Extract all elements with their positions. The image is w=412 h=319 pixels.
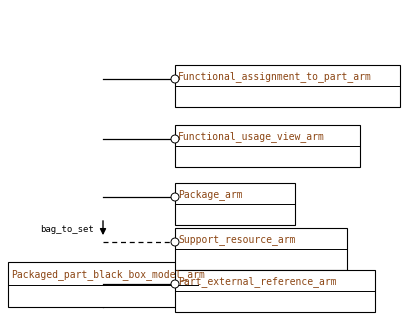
Text: Part_external_reference_arm: Part_external_reference_arm: [178, 276, 337, 287]
Text: Functional_assignment_to_part_arm: Functional_assignment_to_part_arm: [178, 71, 372, 82]
Circle shape: [171, 238, 179, 246]
Text: Functional_usage_view_arm: Functional_usage_view_arm: [178, 131, 325, 142]
Circle shape: [171, 280, 179, 288]
Text: Package_arm: Package_arm: [178, 189, 243, 200]
Text: Support_resource_arm: Support_resource_arm: [178, 234, 295, 245]
Bar: [8, 262, 198, 307]
Circle shape: [171, 135, 179, 143]
Text: Packaged_part_black_box_model_arm: Packaged_part_black_box_model_arm: [11, 269, 205, 280]
Circle shape: [171, 75, 179, 83]
Bar: [175, 183, 295, 225]
Bar: [175, 270, 375, 312]
Text: bag_to_set: bag_to_set: [40, 225, 94, 234]
Bar: [175, 228, 347, 270]
Bar: [175, 65, 400, 107]
Bar: [175, 125, 360, 167]
Circle shape: [171, 193, 179, 201]
